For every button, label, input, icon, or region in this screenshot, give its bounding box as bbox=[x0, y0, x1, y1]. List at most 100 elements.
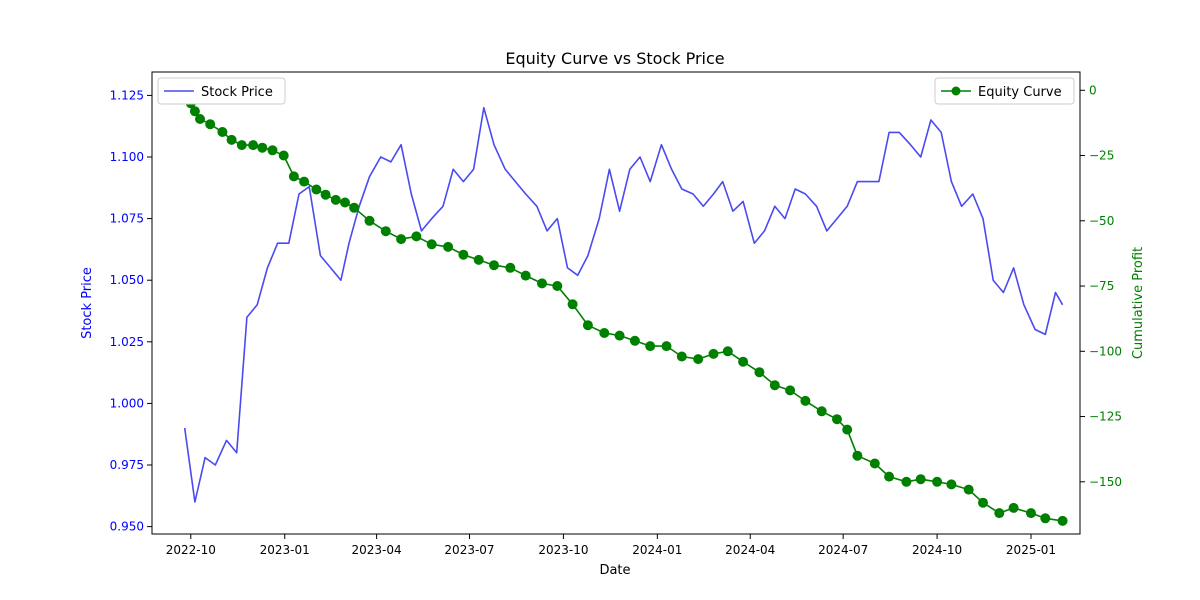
equity-curve-point bbox=[320, 189, 331, 200]
right-axis-ticks: 0 −25 −50 −75 −100 −125 −150 bbox=[1080, 83, 1122, 489]
equity-curve-point bbox=[189, 106, 200, 117]
legend-stock-price-label: Stock Price bbox=[201, 85, 273, 100]
equity-curve-point bbox=[364, 215, 375, 226]
equity-curve-point bbox=[458, 249, 469, 260]
x-tick-label: 2024-07 bbox=[818, 543, 868, 557]
left-tick-label: 1.000 bbox=[110, 396, 144, 410]
right-tick-label: −25 bbox=[1089, 149, 1114, 163]
x-tick-label: 2024-10 bbox=[912, 543, 962, 557]
equity-curve-point bbox=[816, 406, 827, 417]
legend-equity-curve-marker bbox=[951, 86, 961, 96]
equity-curve-point bbox=[645, 341, 656, 352]
equity-curve-point bbox=[785, 385, 796, 396]
equity-curve-point bbox=[722, 346, 733, 357]
equity-curve-point bbox=[489, 260, 499, 271]
x-tick-label: 2024-04 bbox=[725, 543, 775, 557]
right-tick-label: −50 bbox=[1089, 214, 1114, 228]
equity-curve-point bbox=[915, 474, 926, 485]
x-tick-label: 2023-01 bbox=[260, 543, 310, 557]
equity-curve-point bbox=[1057, 515, 1068, 526]
chart-title: Equity Curve vs Stock Price bbox=[505, 49, 724, 68]
equity-curve-point bbox=[832, 414, 842, 425]
equity-curve-point bbox=[599, 328, 610, 338]
equity-curve-point bbox=[676, 351, 687, 362]
equity-curve-point bbox=[520, 270, 531, 281]
equity-curve-point bbox=[629, 335, 640, 346]
left-tick-label: 1.125 bbox=[110, 88, 144, 102]
equity-curve-point bbox=[396, 234, 407, 245]
x-axis-label: Date bbox=[599, 563, 630, 578]
left-axis-label: Stock Price bbox=[80, 267, 95, 339]
right-tick-label: −100 bbox=[1089, 344, 1122, 358]
x-axis-ticks: 2022-10 2023-01 2023-04 2023-07 2023-10 2024-… bbox=[166, 534, 1056, 557]
left-tick-label: 1.100 bbox=[110, 150, 144, 164]
equity-curve-point bbox=[248, 140, 259, 151]
equity-curve-point bbox=[1008, 502, 1019, 513]
equity-curve-point bbox=[1040, 513, 1051, 524]
equity-curve-point bbox=[884, 471, 895, 482]
equity-curve-point bbox=[195, 114, 205, 124]
equity-curve-point bbox=[380, 226, 391, 237]
x-tick-label: 2024-01 bbox=[632, 543, 682, 557]
equity-curve-point bbox=[769, 380, 780, 391]
equity-curve-point bbox=[754, 367, 765, 378]
equity-curve-point bbox=[932, 476, 943, 487]
right-tick-label: 0 bbox=[1089, 83, 1097, 97]
equity-curve-point bbox=[205, 119, 216, 130]
equity-curve-point bbox=[411, 231, 422, 242]
equity-curve-point bbox=[852, 450, 863, 461]
x-tick-label: 2022-10 bbox=[166, 543, 216, 557]
legend-equity-curve: Equity Curve bbox=[934, 77, 1075, 105]
left-tick-label: 0.975 bbox=[110, 458, 144, 472]
left-axis-ticks: 0.950 0.975 1.000 1.025 1.050 1.075 1.100 1.125 bbox=[110, 88, 152, 534]
equity-curve-point bbox=[473, 254, 484, 265]
equity-curve-point bbox=[901, 476, 912, 487]
equity-curve-point bbox=[311, 184, 322, 195]
right-tick-label: −125 bbox=[1089, 410, 1122, 424]
equity-curve-point bbox=[505, 262, 516, 273]
left-tick-label: 1.075 bbox=[110, 212, 144, 226]
legend-stock-price-box bbox=[157, 77, 286, 105]
equity-curve-point bbox=[226, 134, 237, 145]
equity-curve-point bbox=[661, 341, 672, 352]
x-tick-label: 2023-04 bbox=[352, 543, 402, 557]
equity-curve-point bbox=[869, 458, 880, 469]
equity-curve-point bbox=[330, 194, 341, 205]
plot-frame bbox=[151, 71, 1081, 535]
legend-equity-curve-label: Equity Curve bbox=[978, 85, 1062, 100]
equity-curve-point bbox=[946, 479, 957, 490]
left-tick-label: 1.050 bbox=[110, 273, 144, 287]
equity-curve-point bbox=[708, 348, 719, 359]
equity-curve-point bbox=[994, 508, 1005, 519]
equity-curve-point bbox=[963, 484, 974, 495]
equity-curve-point bbox=[582, 320, 593, 331]
equity-curve-point bbox=[567, 299, 578, 310]
left-tick-label: 1.025 bbox=[110, 335, 144, 349]
equity-curve-point bbox=[800, 395, 811, 406]
x-tick-label: 2023-10 bbox=[538, 543, 588, 557]
equity-curve-point bbox=[693, 354, 704, 365]
equity-curve-point bbox=[267, 145, 278, 156]
equity-curve-point bbox=[299, 176, 310, 187]
equity-curve-point bbox=[738, 356, 749, 367]
equity-curve-point bbox=[426, 239, 437, 250]
equity-curve-point bbox=[236, 140, 247, 151]
series-layer bbox=[179, 87, 1068, 526]
right-tick-label: −150 bbox=[1089, 475, 1122, 489]
equity-curve-point bbox=[443, 241, 454, 252]
right-tick-label: −75 bbox=[1089, 279, 1114, 293]
equity-curve-point bbox=[552, 281, 563, 291]
equity-curve-point bbox=[842, 424, 853, 435]
equity-curve-point bbox=[278, 150, 289, 161]
x-tick-label: 2023-07 bbox=[444, 543, 494, 557]
equity-curve-point bbox=[537, 278, 547, 289]
equity-curve-point bbox=[978, 497, 988, 508]
legend-equity-curve-box bbox=[934, 77, 1075, 105]
x-tick-label: 2025-01 bbox=[1006, 543, 1056, 557]
legend-stock-price: Stock Price bbox=[157, 77, 286, 105]
equity-curve-point bbox=[1026, 508, 1036, 519]
equity-curve-point bbox=[288, 171, 299, 182]
equity-curve-point bbox=[614, 330, 625, 341]
right-axis-label: Cumulative Profit bbox=[1131, 247, 1146, 359]
